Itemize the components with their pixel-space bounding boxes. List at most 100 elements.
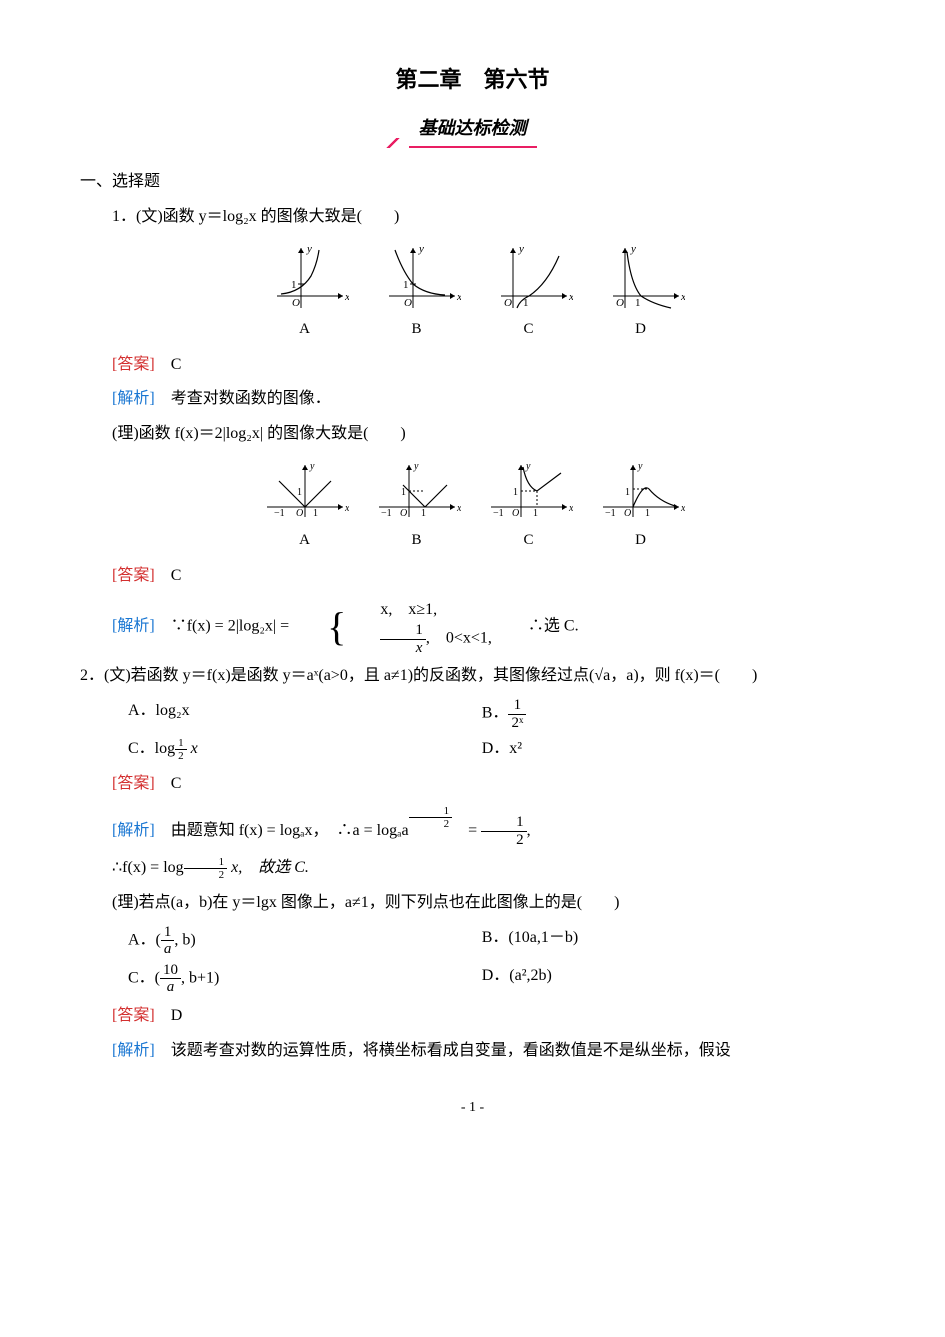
q2-opts-row2: C．log12 x D．x² — [128, 735, 865, 764]
svg-text:1: 1 — [291, 279, 297, 291]
svg-text:1: 1 — [403, 279, 409, 291]
fig-1b: x y 1 O — [373, 242, 461, 312]
subtitle-wrap: 基础达标检测 — [80, 110, 865, 148]
svg-text:O: O — [400, 508, 407, 519]
q1-li-figures: x y O 1 −1 1 x y O 1 −1 1 x y O 1 −1 1 x… — [80, 459, 865, 523]
q2-li-optD: D．(a²,2b) — [482, 962, 836, 996]
svg-text:y: y — [637, 461, 643, 472]
svg-text:1: 1 — [421, 508, 426, 519]
svg-text:O: O — [296, 508, 303, 519]
answer-label: [答案] — [112, 1007, 155, 1024]
q2-li-optC: C．(10a, b+1) — [128, 962, 482, 996]
svg-text:−1: −1 — [605, 508, 616, 519]
q2-optC: C．log12 x — [128, 735, 482, 764]
answer-label: [答案] — [112, 775, 155, 792]
q2-li-opts-row1: A．(1a, b) B．(10a,1－b) — [128, 924, 865, 958]
svg-text:x: x — [456, 291, 461, 303]
q1-wen-ans-val: C — [171, 356, 182, 373]
section-1-head: 一、选择题 — [80, 168, 865, 197]
piecewise: { x, x≥1, 1x, 0<x<1, — [293, 597, 492, 657]
svg-text:O: O — [616, 297, 624, 309]
svg-text:1: 1 — [401, 487, 406, 498]
q2-li-opts-row2: C．(10a, b+1) D．(a²,2b) — [128, 962, 865, 996]
q1-wen-analysis-text: 考查对数函数的图像． — [171, 390, 331, 407]
fig-label-c: C — [485, 316, 573, 343]
svg-text:O: O — [404, 297, 412, 309]
q2-li-optB: B．(10a,1－b) — [482, 924, 836, 958]
analysis-label: [解析] — [112, 822, 155, 839]
svg-text:y: y — [630, 243, 636, 255]
fig-2b: x y O 1 −1 1 — [373, 459, 461, 523]
q2-optB: B．12ˣ — [482, 697, 836, 731]
q1-wen-figures: x y 1 O x y 1 O x y 1 O x y 1 O — [80, 242, 865, 312]
fig-label-a: A — [261, 316, 349, 343]
svg-text:1: 1 — [625, 487, 630, 498]
q1-wen-analysis: [解析] 考查对数函数的图像． — [80, 385, 865, 414]
q2-wen-analysis1: [解析] 由题意知 f(x) = logₐx， ∴a = logₐa12 = 1… — [80, 805, 865, 848]
analysis-label: [解析] — [112, 390, 155, 407]
fig-label-b: B — [373, 316, 461, 343]
q1-li-pre: ∵f(x) = 2|log₂x| = — [171, 617, 293, 634]
subtitle: 基础达标检测 — [409, 110, 537, 148]
svg-text:1: 1 — [513, 487, 518, 498]
fig-label-d: D — [597, 316, 685, 343]
svg-text:O: O — [292, 297, 300, 309]
fig-1d: x y 1 O — [597, 242, 685, 312]
q2-li-analysis: [解析] 该题考查对数的运算性质，将横坐标看成自变量，看函数值是不是纵坐标，假设 — [80, 1037, 865, 1066]
chapter-title: 第二章 第六节 — [80, 60, 865, 100]
analysis-label: [解析] — [112, 617, 155, 634]
svg-text:x: x — [568, 291, 573, 303]
q2-wen-analysis2: ∴f(x) = log12 x, 故选 C. — [80, 854, 865, 883]
q1-wen-stem: 1．(文)函数 y＝log₂x 的图像大致是( ) — [80, 203, 865, 232]
q2-li-answer: [答案] D — [80, 1002, 865, 1031]
piecewise-case2: 1x, 0<x<1, — [348, 622, 492, 656]
q1-li-ans-val: C — [171, 567, 182, 584]
fig-2d: x y O 1 −1 1 — [597, 459, 685, 523]
analysis-label: [解析] — [112, 1042, 155, 1059]
q1-li-fig-labels: A B C D — [80, 527, 865, 554]
fig-1a: x y 1 O — [261, 242, 349, 312]
q1-li-post: ∴选 C. — [496, 617, 579, 634]
svg-text:1: 1 — [313, 508, 318, 519]
svg-text:y: y — [413, 461, 419, 472]
svg-text:O: O — [624, 508, 631, 519]
fig-1c: x y 1 O — [485, 242, 573, 312]
fig-label-d2: D — [597, 527, 685, 554]
q2-wen-ans-val: C — [171, 775, 182, 792]
svg-text:x: x — [344, 291, 349, 303]
q2-li-ans-val: D — [171, 1007, 183, 1024]
q1-wen-fig-labels: A B C D — [80, 316, 865, 343]
svg-text:y: y — [525, 461, 531, 472]
svg-text:x: x — [456, 503, 461, 514]
answer-label: [答案] — [112, 356, 155, 373]
q2-li-optA: A．(1a, b) — [128, 924, 482, 958]
fig-2a: x y O 1 −1 1 — [261, 459, 349, 523]
answer-label: [答案] — [112, 567, 155, 584]
svg-text:y: y — [306, 243, 312, 255]
svg-text:x: x — [680, 291, 685, 303]
svg-text:y: y — [518, 243, 524, 255]
svg-text:−1: −1 — [274, 508, 285, 519]
svg-text:y: y — [309, 461, 315, 472]
svg-text:1: 1 — [645, 508, 650, 519]
svg-text:1: 1 — [635, 297, 641, 309]
svg-text:1: 1 — [533, 508, 538, 519]
q1-wen-answer: [答案] C — [80, 351, 865, 380]
fig-label-b2: B — [373, 527, 461, 554]
svg-text:−1: −1 — [381, 508, 392, 519]
fig-label-c2: C — [485, 527, 573, 554]
svg-text:x: x — [568, 503, 573, 514]
svg-text:x: x — [344, 503, 349, 514]
q2-wen-answer: [答案] C — [80, 770, 865, 799]
svg-text:1: 1 — [297, 487, 302, 498]
piecewise-case1: x, x≥1, — [348, 597, 492, 623]
q2-optA: A．log₂x — [128, 697, 482, 731]
q2-li-analysis-text: 该题考查对数的运算性质，将横坐标看成自变量，看函数值是不是纵坐标，假设 — [171, 1042, 731, 1059]
svg-text:−1: −1 — [493, 508, 504, 519]
svg-text:O: O — [504, 297, 512, 309]
fig-2c: x y O 1 −1 1 — [485, 459, 573, 523]
q2-li-stem: (理)若点(a，b)在 y＝lgx 图像上，a≠1，则下列点也在此图像上的是( … — [80, 889, 865, 918]
svg-text:x: x — [680, 503, 685, 514]
q1-li-analysis: [解析] ∵f(x) = 2|log₂x| = { x, x≥1, 1x, 0<… — [80, 597, 865, 657]
fig-label-a2: A — [261, 527, 349, 554]
